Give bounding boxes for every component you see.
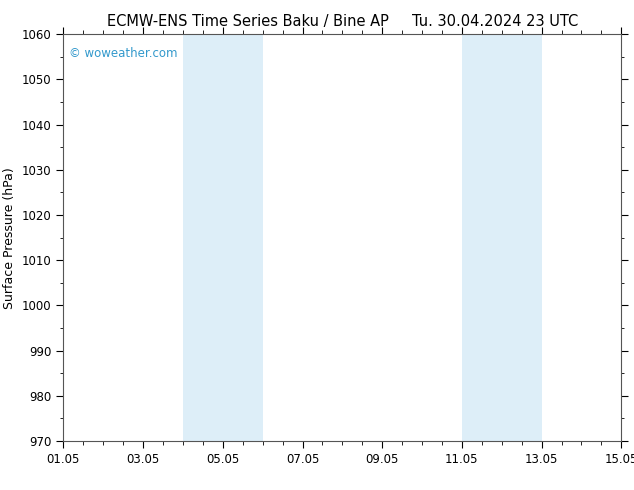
Bar <box>183 34 262 441</box>
Bar <box>462 34 541 441</box>
Y-axis label: Surface Pressure (hPa): Surface Pressure (hPa) <box>3 167 16 309</box>
Title: ECMW-ENS Time Series Baku / Bine AP     Tu. 30.04.2024 23 UTC: ECMW-ENS Time Series Baku / Bine AP Tu. … <box>107 14 578 29</box>
Text: © woweather.com: © woweather.com <box>69 47 178 59</box>
